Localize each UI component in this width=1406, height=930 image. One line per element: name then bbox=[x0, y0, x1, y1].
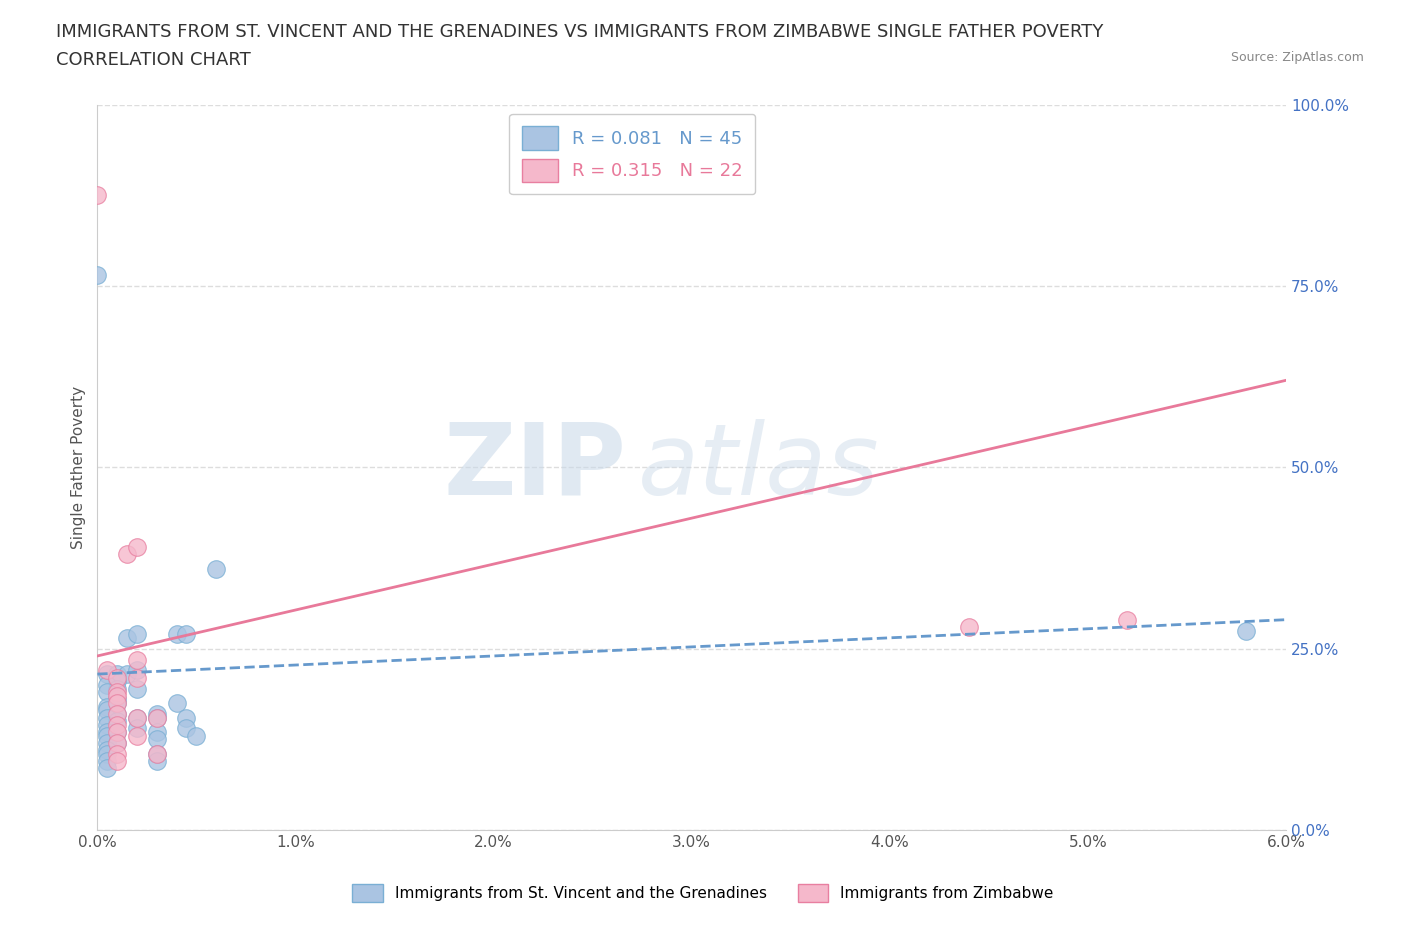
Point bbox=[115, 667, 138, 682]
Point bbox=[105, 696, 128, 711]
Point bbox=[96, 711, 118, 725]
Point bbox=[205, 562, 228, 577]
Point bbox=[96, 684, 118, 699]
Text: CORRELATION CHART: CORRELATION CHART bbox=[56, 51, 252, 69]
Point bbox=[105, 681, 128, 696]
Point bbox=[957, 619, 980, 634]
Point bbox=[146, 711, 169, 725]
Point bbox=[176, 721, 198, 736]
Point bbox=[166, 696, 188, 711]
Point bbox=[125, 728, 148, 743]
Point bbox=[1234, 623, 1257, 638]
Point bbox=[105, 667, 128, 682]
Point bbox=[1116, 612, 1139, 627]
Point bbox=[105, 671, 128, 685]
Point bbox=[105, 717, 128, 732]
Point bbox=[146, 724, 169, 739]
Point bbox=[125, 652, 148, 667]
Point bbox=[105, 736, 128, 751]
Point bbox=[96, 743, 118, 758]
Point bbox=[86, 188, 108, 203]
Point bbox=[105, 724, 128, 739]
Point bbox=[105, 724, 128, 739]
Point bbox=[125, 663, 148, 678]
Point bbox=[105, 753, 128, 768]
Point bbox=[105, 696, 128, 711]
Legend: Immigrants from St. Vincent and the Grenadines, Immigrants from Zimbabwe: Immigrants from St. Vincent and the Gren… bbox=[346, 878, 1060, 909]
Point bbox=[96, 736, 118, 751]
Point bbox=[96, 761, 118, 776]
Text: Source: ZipAtlas.com: Source: ZipAtlas.com bbox=[1230, 51, 1364, 64]
Point bbox=[176, 627, 198, 642]
Point bbox=[96, 663, 118, 678]
Text: ZIP: ZIP bbox=[443, 418, 626, 516]
Point bbox=[96, 717, 118, 732]
Text: IMMIGRANTS FROM ST. VINCENT AND THE GRENADINES VS IMMIGRANTS FROM ZIMBABWE SINGL: IMMIGRANTS FROM ST. VINCENT AND THE GREN… bbox=[56, 23, 1104, 41]
Point bbox=[146, 732, 169, 747]
Point bbox=[96, 747, 118, 762]
Legend: R = 0.081   N = 45, R = 0.315   N = 22: R = 0.081 N = 45, R = 0.315 N = 22 bbox=[509, 113, 755, 194]
Point bbox=[105, 674, 128, 689]
Point bbox=[96, 753, 118, 768]
Point bbox=[96, 728, 118, 743]
Point bbox=[125, 539, 148, 554]
Point bbox=[186, 728, 208, 743]
Point bbox=[146, 753, 169, 768]
Point bbox=[105, 692, 128, 707]
Point bbox=[115, 547, 138, 562]
Point bbox=[146, 707, 169, 722]
Point bbox=[166, 627, 188, 642]
Point bbox=[96, 703, 118, 718]
Point bbox=[125, 681, 148, 696]
Point bbox=[125, 721, 148, 736]
Point bbox=[105, 684, 128, 699]
Point bbox=[146, 711, 169, 725]
Text: atlas: atlas bbox=[638, 418, 880, 516]
Point bbox=[105, 747, 128, 762]
Y-axis label: Single Father Poverty: Single Father Poverty bbox=[72, 386, 86, 549]
Point bbox=[146, 747, 169, 762]
Point bbox=[125, 711, 148, 725]
Point bbox=[125, 627, 148, 642]
Point bbox=[125, 671, 148, 685]
Point bbox=[125, 711, 148, 725]
Point bbox=[146, 747, 169, 762]
Point bbox=[105, 736, 128, 751]
Point bbox=[176, 711, 198, 725]
Point bbox=[86, 268, 108, 283]
Point bbox=[105, 707, 128, 722]
Point bbox=[115, 631, 138, 645]
Point bbox=[96, 724, 118, 739]
Point bbox=[96, 699, 118, 714]
Point bbox=[96, 678, 118, 693]
Point bbox=[105, 714, 128, 729]
Point bbox=[105, 707, 128, 722]
Point bbox=[96, 667, 118, 682]
Point bbox=[105, 688, 128, 703]
